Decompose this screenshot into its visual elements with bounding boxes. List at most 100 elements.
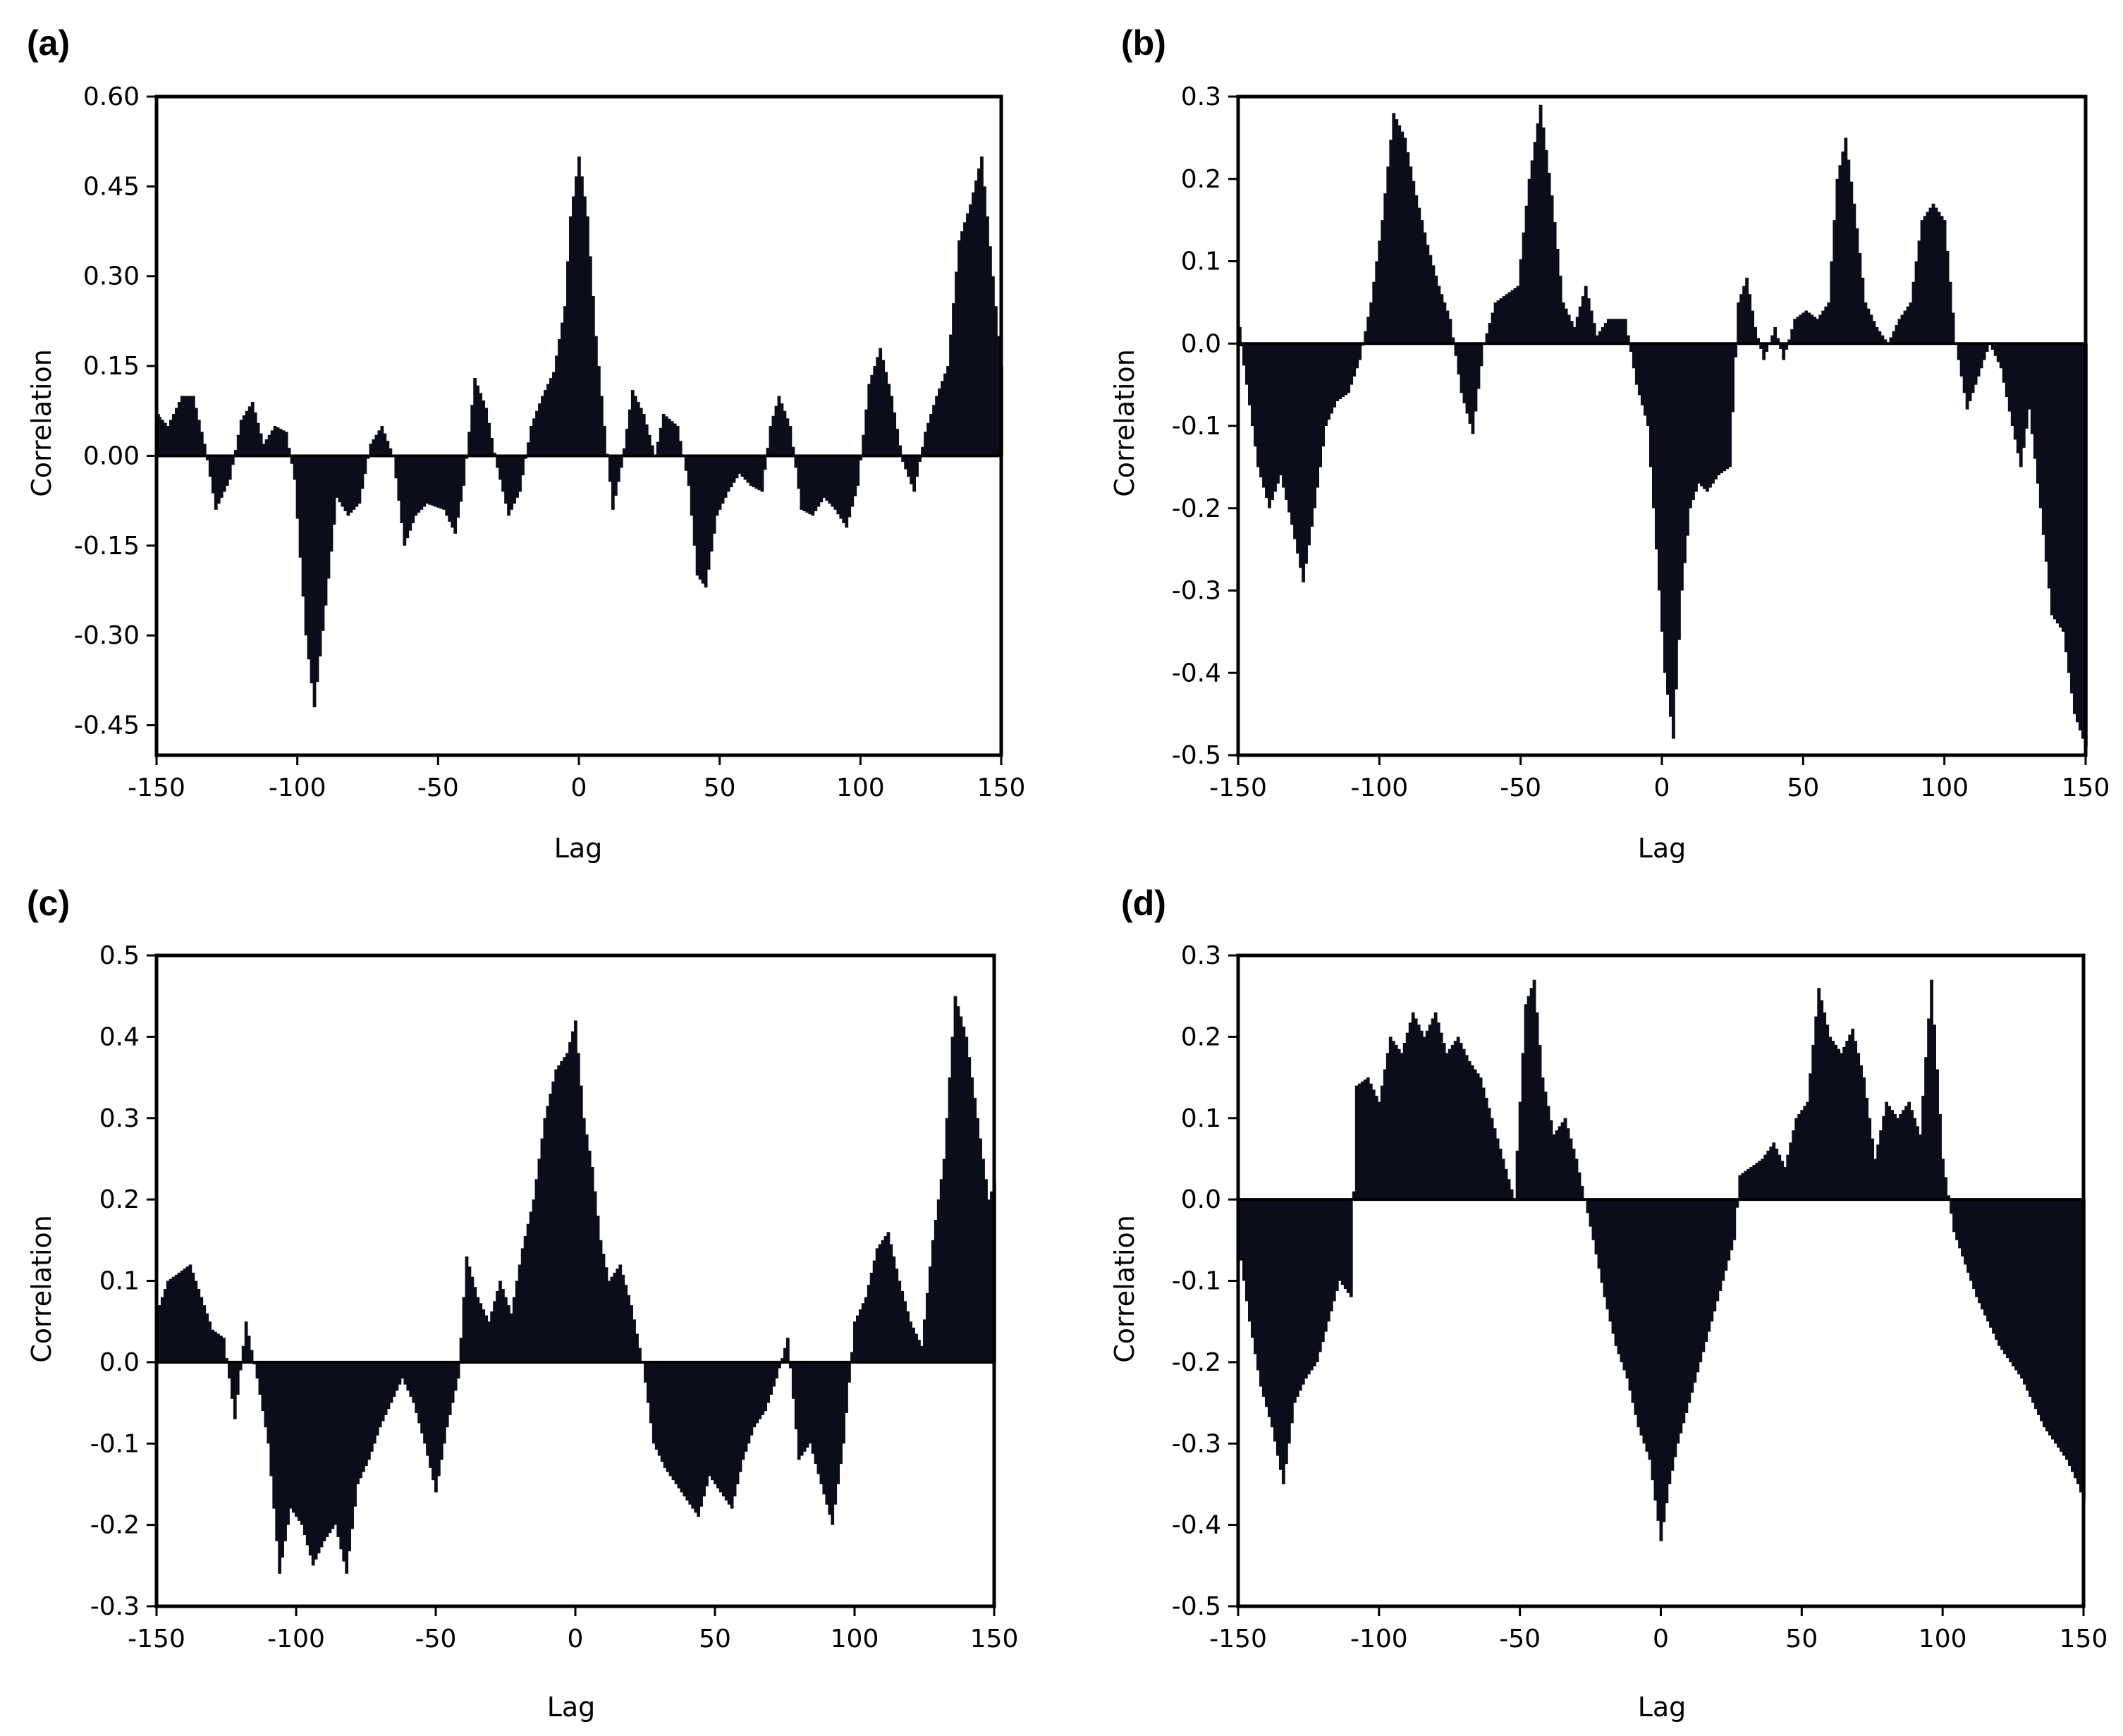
bar-a-lag-15 [619,456,623,468]
bar-a-lag--15 [535,410,539,456]
bar-c-lag-26 [646,1362,650,1403]
bar-b-lag--35 [1561,302,1565,344]
bar-d-lag-115 [1983,1199,1987,1316]
bar-a-lag--80 [352,456,356,510]
bar-d-lag--74 [1450,1044,1455,1200]
bar-b-lag-82 [1892,331,1896,344]
bar-c-lag-7 [593,1191,597,1362]
bar-b-lag-39 [1770,335,1775,344]
bar-a-lag-124 [926,422,930,456]
bar-c-lag--110 [267,1362,271,1444]
bar-c-lag--117 [247,1335,251,1362]
bar-a-lag-83 [811,456,815,516]
bar-b-lag-44 [1785,343,1789,350]
bar-c-lag--19 [520,1248,525,1362]
y-tick-label-c: 0.2 [99,1185,140,1214]
bar-c-lag-81 [800,1362,804,1456]
bar-b-lag--53 [1510,290,1515,344]
bar-d-lag-54 [1811,1044,1816,1200]
bar-c-lag-126 [925,1292,929,1362]
bar-c-lag-73 [778,1362,781,1369]
bar-a-lag--90 [324,456,328,606]
bar-d-lag-142 [2060,1199,2063,1452]
bar-a-lag--61 [405,456,410,539]
bar-d-lag--66 [1473,1069,1477,1200]
bar-a-lag-42 [695,456,699,576]
bar-c-lag--13 [537,1159,542,1362]
bar-b-lag--114 [1338,343,1342,400]
bar-b-lag--46 [1530,160,1534,344]
bar-b-lag-99 [1940,216,1944,344]
bar-a-lag-99 [856,456,860,486]
bar-a-lag--149 [158,417,161,456]
bar-b-lag-3 [1669,343,1672,717]
bar-c-lag--39 [465,1256,469,1362]
bar-d-lag--8 [1636,1199,1641,1428]
bar-d-lag-102 [1947,1195,1950,1200]
x-tick-label-a: 150 [977,774,1026,802]
y-axis-title-b: Correlation [1109,349,1140,497]
bar-c-lag--80 [350,1362,354,1529]
bar-b-lag-144 [2067,343,2071,673]
bar-c-lag-142 [970,1077,974,1362]
bar-c-lag-66 [758,1362,762,1419]
bar-d-lag--6 [1642,1199,1646,1444]
bar-a-lag-141 [974,180,978,456]
bar-b-lag-40 [1773,326,1778,344]
bar-d-lag-33 [1752,1165,1756,1200]
bar-d-lag-3 [1668,1199,1672,1484]
bar-b-lag--20 [1603,323,1608,344]
bar-b-lag-45 [1787,339,1792,344]
bar-d-lag--79 [1436,1022,1440,1200]
bar-a-lag--31 [490,437,494,456]
y-tick-label-d: -0.5 [1172,1592,1221,1621]
bar-d-lag-123 [2006,1199,2009,1359]
bar-a-lag--13 [541,396,544,456]
bar-b-lag-63 [1838,165,1842,344]
bar-a-lag-70 [774,405,778,456]
bar-c-lag--8 [551,1081,556,1362]
bar-a-lag-0 [577,156,581,456]
bar-a-lag--147 [163,422,167,456]
bar-c-lag--93 [314,1362,318,1560]
bar-a-lag--89 [326,456,331,579]
bar-b-lag-128 [2021,343,2026,448]
bar-a-lag--59 [411,456,415,523]
bar-a-lag-114 [898,445,903,456]
bar-a-lag--6 [561,322,564,456]
bar-c-lag--68 [384,1362,388,1415]
y-tick-label-a: 0.00 [83,441,140,470]
bar-d-lag--3 [1651,1199,1655,1481]
bar-b-lag-55 [1816,319,1820,344]
bar-b-lag--62 [1485,333,1489,344]
bar-d-lag--104 [1366,1077,1370,1200]
bar-a-lag-5 [591,296,595,456]
bar-d-lag-40 [1772,1142,1776,1200]
bar-c-lag--6 [557,1065,561,1362]
bar-b-lag--74 [1451,337,1455,344]
bar-b-lag--78 [1440,294,1444,344]
bar-c-lag--32 [484,1315,489,1362]
bar-c-lag-19 [627,1295,631,1362]
bar-a-lag-136 [960,231,964,456]
bar-d-lag--25 [1589,1199,1593,1227]
bar-b-lag--118 [1327,343,1331,420]
bar-d-lag--143 [1256,1199,1260,1371]
bar-a-lag--76 [363,456,367,474]
bar-b-lag--124 [1310,343,1314,527]
bar-c-lag-76 [785,1338,790,1362]
bar-b-lag-137 [2047,343,2051,589]
bar-d-lag--2 [1653,1199,1658,1501]
bar-c-lag--72 [372,1362,377,1444]
bar-d-lag-96 [1930,979,1933,1200]
x-tick-label-c: 50 [699,1625,731,1654]
bar-c-lag-62 [747,1362,751,1444]
chart-panel-d: (d) Correlation Lag -0.5 -0.4 -0.3 -0.2 -0.1… [1109,884,2107,1723]
bar-d-lag--16 [1614,1199,1618,1346]
bar-b-lag-43 [1782,343,1786,360]
bar-c-lag--111 [264,1362,268,1428]
bar-a-lag--110 [267,434,271,456]
bar-a-lag--100 [295,456,300,519]
bar-c-lag-113 [889,1244,893,1362]
bar-c-lag-67 [761,1362,765,1415]
